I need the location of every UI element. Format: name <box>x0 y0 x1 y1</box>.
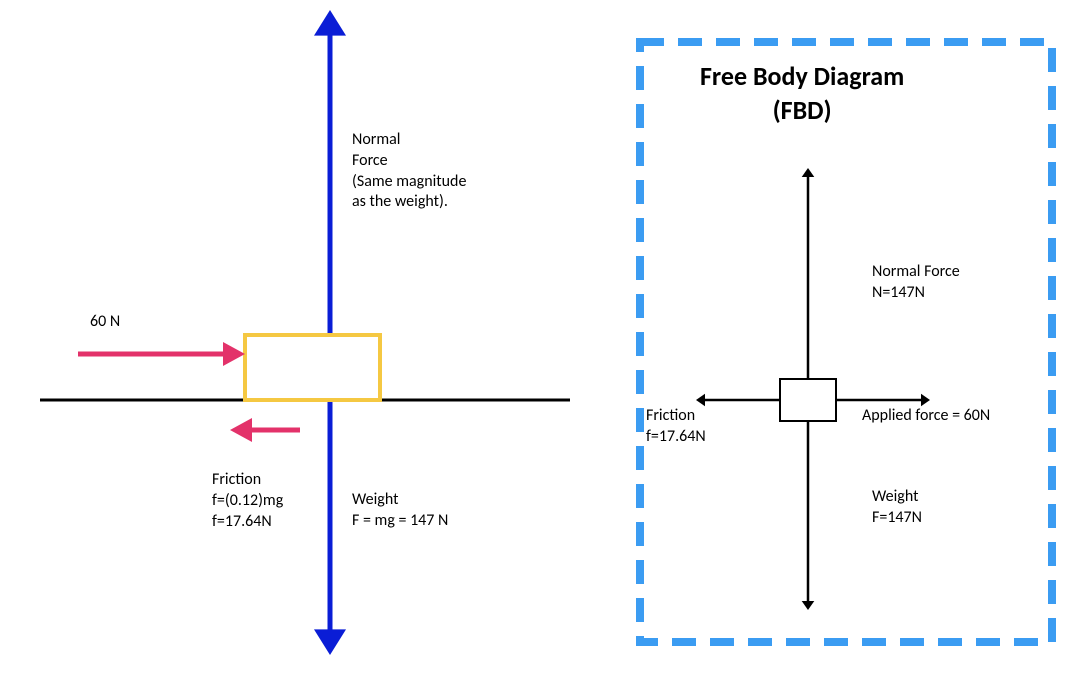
normal-line1: Normal <box>352 130 400 149</box>
fbd-object-box <box>780 379 836 421</box>
fbd-normal-line2: N=147N <box>872 283 925 302</box>
normal-line4: as the weight). <box>352 192 448 211</box>
normal-force-label: Normal Force (Same magnitude as the weig… <box>352 130 466 213</box>
normal-force-arrowhead <box>314 10 346 36</box>
object-box <box>245 335 380 400</box>
fbd-applied-label: Applied force = 60N <box>862 406 990 427</box>
friction-line3: f=17.64N <box>212 512 272 531</box>
fbd-title: Free Body Diagram (FBD) <box>700 60 904 128</box>
fbd-normal-line1: Normal Force <box>872 262 960 281</box>
fbd-weight-line1: Weight <box>872 487 918 506</box>
fbd-friction-label: Friction f=17.64N <box>646 406 706 448</box>
normal-line2: Force <box>352 151 388 170</box>
fbd-normal-label: Normal Force N=147N <box>872 262 960 304</box>
fbd-friction-line1: Friction <box>646 406 695 425</box>
fbd-title-line2: (FBD) <box>773 94 832 126</box>
fbd-friction-line2: f=17.64N <box>646 427 706 446</box>
fbd-weight-label: Weight F=147N <box>872 487 922 529</box>
weight-label: Weight F = mg = 147 N <box>352 490 448 532</box>
applied-force-label: 60 N <box>90 312 120 333</box>
friction-label: Friction f=(0.12)mg f=17.64N <box>212 470 283 532</box>
fbd-weight-line2: F=147N <box>872 508 922 527</box>
weight-arrowhead <box>314 629 346 655</box>
weight-line1: Weight <box>352 490 398 509</box>
fbd-title-line1: Free Body Diagram <box>700 60 904 92</box>
normal-line3: (Same magnitude <box>352 172 466 191</box>
fbd-panel <box>640 42 1052 642</box>
fbd-border <box>640 42 1052 642</box>
friction-line2: f=(0.12)mg <box>212 491 283 510</box>
friction-line1: Friction <box>212 470 261 489</box>
weight-line2: F = mg = 147 N <box>352 511 448 530</box>
